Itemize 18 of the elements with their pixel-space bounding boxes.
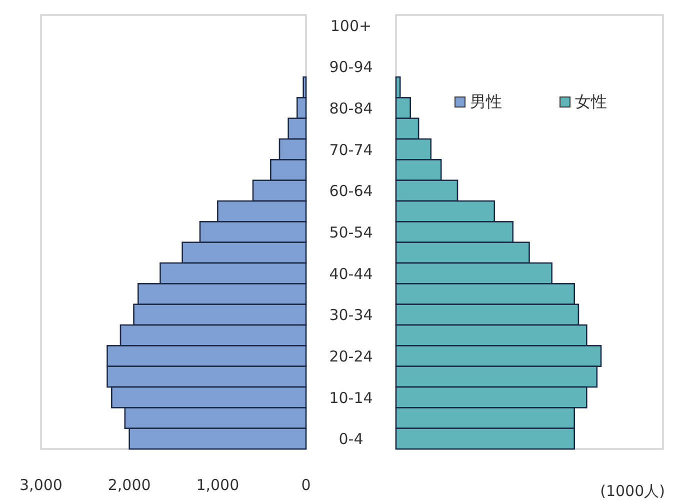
legend-label: 女性	[575, 92, 607, 111]
y-tick-label: 50-54	[329, 224, 373, 242]
x-tick-label: 2,000	[108, 476, 151, 494]
legend-label: 男性	[470, 92, 502, 111]
x-axis-title: (1000人)	[600, 482, 665, 500]
y-tick-label: 20-24	[329, 348, 373, 366]
y-tick-label: 0-4	[338, 430, 364, 448]
y-tick-label: 40-44	[329, 264, 373, 283]
y-tick-label: 30-34	[329, 306, 373, 324]
y-tick-label: 70-74	[329, 140, 373, 159]
y-tick-label: 80-84	[329, 100, 373, 118]
x-tick-label: 0	[301, 476, 311, 494]
y-tick-label: 100+	[330, 16, 372, 35]
y-tick-label: 60-64	[329, 182, 373, 200]
x-tick-label: 1,000	[196, 476, 240, 494]
y-tick-label: 90-94	[329, 58, 373, 76]
y-tick-label: 10-14	[329, 388, 373, 407]
x-tick-label: 3,000	[20, 476, 62, 494]
